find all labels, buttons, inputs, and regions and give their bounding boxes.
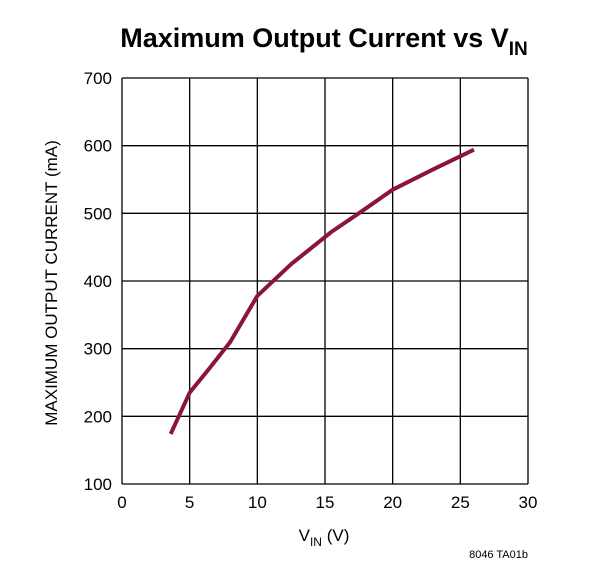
x-tick-label: 10 [248, 493, 267, 512]
grid-lines [121, 77, 529, 485]
x-tick-label: 0 [117, 493, 126, 512]
x-tick-labels: 0 5 10 15 20 25 30 [117, 493, 537, 512]
chart-title: Maximum Output Current vs VIN [120, 23, 528, 60]
x-tick-label: 15 [316, 493, 335, 512]
figure-code: 8046 TA01b [469, 549, 528, 561]
y-tick-label: 300 [84, 340, 112, 359]
y-tick-label: 600 [84, 137, 112, 156]
y-tick-labels: 100 200 300 400 500 600 700 [84, 69, 112, 494]
x-axis-label-subscript: IN [310, 535, 322, 549]
x-tick-label: 25 [451, 493, 470, 512]
y-tick-label: 200 [84, 407, 112, 426]
y-tick-label: 700 [84, 69, 112, 88]
y-tick-label: 500 [84, 204, 112, 223]
y-tick-label: 100 [84, 475, 112, 494]
series-line [168, 147, 475, 435]
y-tick-label: 400 [84, 272, 112, 291]
series-group [168, 147, 475, 435]
chart-title-subscript: IN [509, 39, 528, 60]
x-tick-label: 30 [519, 493, 538, 512]
y-axis-label: MAXIMUM OUTPUT CURRENT (mA) [42, 140, 61, 426]
x-axis-label: VIN (V) [299, 526, 350, 549]
x-tick-label: 5 [185, 493, 194, 512]
x-axis-label-unit: (V) [322, 526, 349, 545]
x-axis-label-main: V [299, 526, 311, 545]
chart-title-main: Maximum Output Current vs V [120, 23, 509, 53]
x-tick-label: 20 [383, 493, 402, 512]
